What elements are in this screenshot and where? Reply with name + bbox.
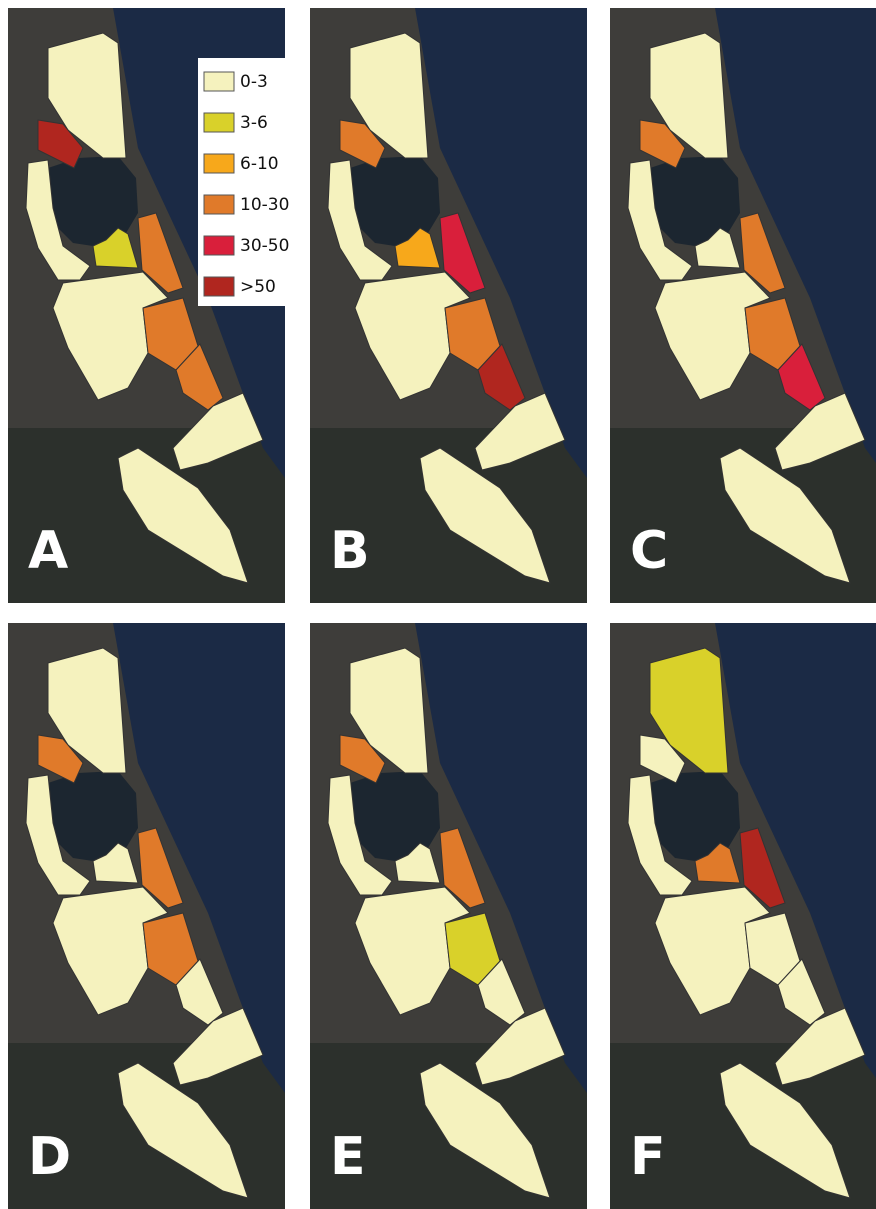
legend-label: 10-30 [240,195,289,215]
panel-label: B [330,521,370,581]
figure: A B C D E F 0-3 3-6 6-10 10-30 30-50 >50 [0,0,876,1209]
legend-swatch [204,236,234,255]
legend-swatch [204,195,234,214]
panel-label: C [630,521,668,581]
legend: 0-3 3-6 6-10 10-30 30-50 >50 [198,58,290,306]
legend-swatch [204,277,234,296]
panel-label: D [28,1127,71,1187]
panel-label: E [330,1127,366,1187]
legend-label: 0-3 [240,72,268,92]
map-panel: B [310,8,587,608]
legend-label: 30-50 [240,236,289,256]
panel-label: A [28,521,68,581]
map-panel: C [610,8,876,608]
legend-label: 6-10 [240,154,279,174]
legend-label: 3-6 [240,113,268,133]
legend-swatch [204,154,234,173]
legend-label: >50 [240,277,276,297]
panel-label: F [630,1127,666,1187]
map-panel: F [610,623,876,1209]
legend-swatch [204,113,234,132]
map-panel: E [310,623,587,1209]
map-panel: D [8,623,285,1209]
legend-swatch [204,72,234,91]
legend-box [198,58,290,306]
